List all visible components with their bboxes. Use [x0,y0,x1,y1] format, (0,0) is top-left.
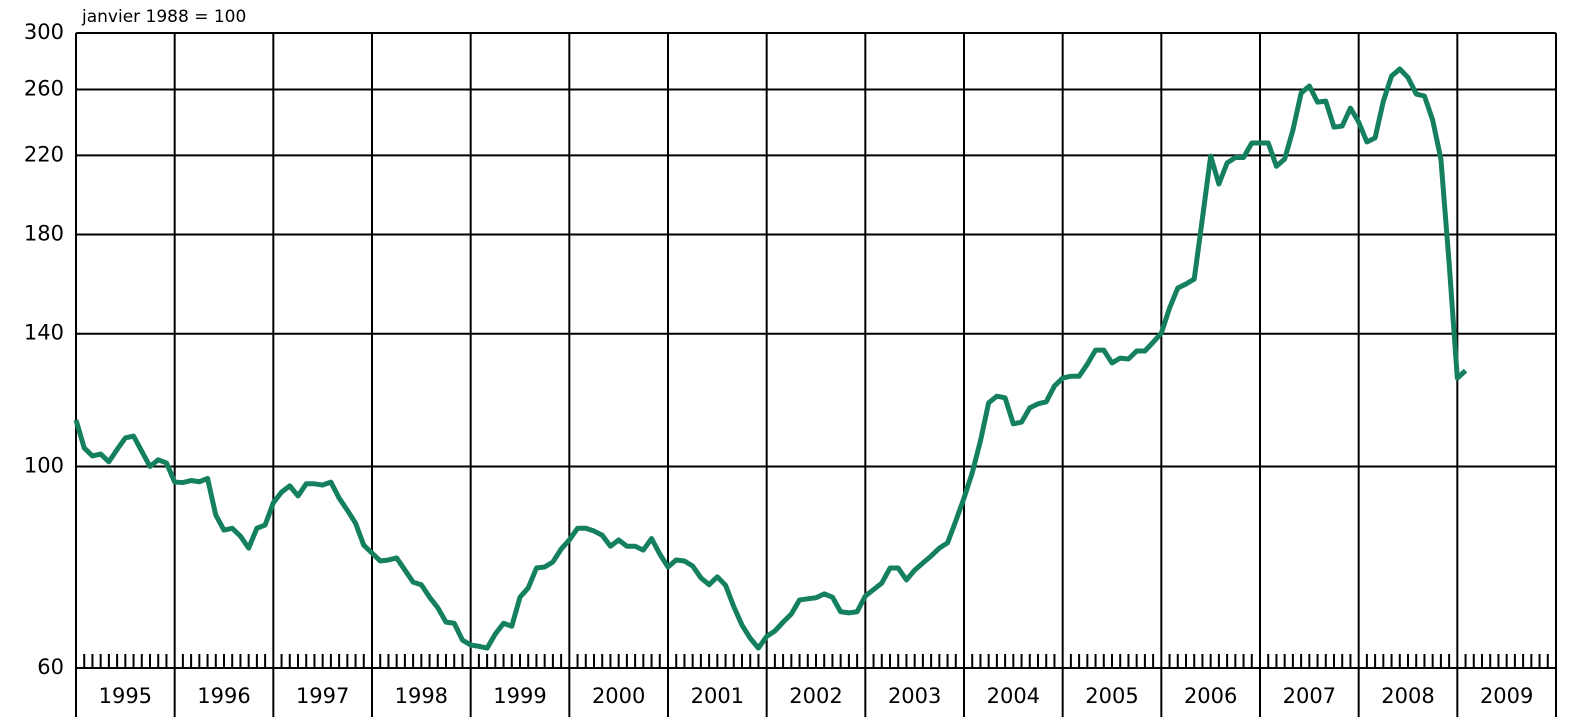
x-tick-label: 1995 [99,684,152,708]
x-tick-label: 1996 [197,684,250,708]
y-tick-label: 100 [24,453,64,477]
x-tick-label: 2004 [987,684,1040,708]
y-tick-label: 300 [24,20,64,44]
x-tick-label: 2002 [789,684,842,708]
x-tick-label: 2005 [1085,684,1138,708]
x-tick-label: 2007 [1283,684,1336,708]
y-tick-label: 140 [24,321,64,345]
y-tick-label: 180 [24,222,64,246]
x-tick-label: 2006 [1184,684,1237,708]
y-tick-label: 220 [24,142,64,166]
x-tick-label: 1998 [395,684,448,708]
x-tick-label: 1999 [493,684,546,708]
x-tick-label: 2001 [691,684,744,708]
x-tick-label: 1997 [296,684,349,708]
y-tick-label: 60 [37,655,64,679]
x-tick-label: 2000 [592,684,645,708]
y-tick-label: 260 [24,76,64,100]
x-tick-label: 2003 [888,684,941,708]
chart-subtitle: janvier 1988 = 100 [81,7,246,27]
x-tick-label: 2008 [1381,684,1434,708]
data-line [73,66,1468,651]
x-tick-label: 2009 [1480,684,1533,708]
